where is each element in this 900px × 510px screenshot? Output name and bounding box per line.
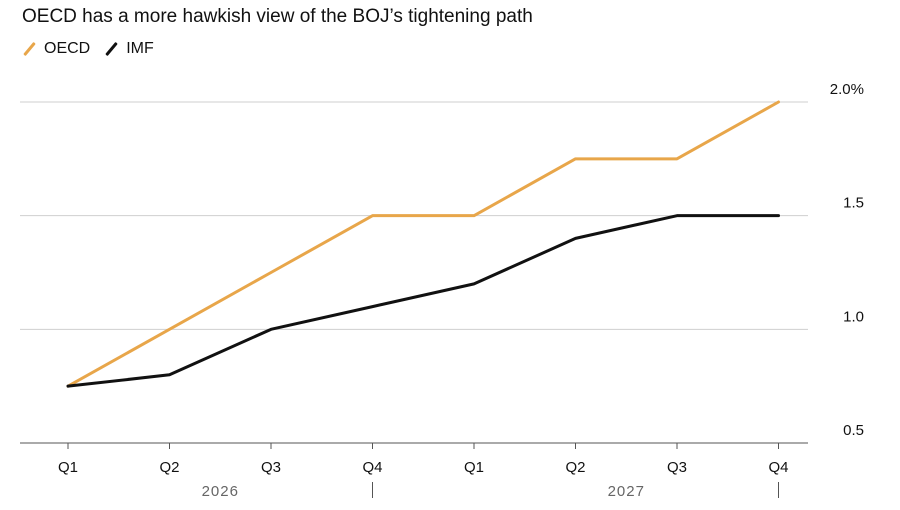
x-tick-label: Q1 [58, 459, 78, 476]
legend-label-imf: IMF [126, 40, 154, 57]
x-tick-label: Q1 [464, 459, 484, 476]
x-tick-label: Q2 [565, 459, 585, 476]
x-tick-label: Q3 [261, 459, 281, 476]
legend-item-imf: IMF [104, 40, 154, 58]
legend: OECD IMF [22, 40, 168, 58]
series-line-oecd [66, 100, 780, 388]
chart-title: OECD has a more hawkish view of the BOJ’… [22, 6, 533, 27]
y-tick-label: 0.5 [843, 422, 864, 439]
y-tick-label: 2.0% [830, 81, 864, 98]
x-tick-label: Q4 [362, 459, 382, 476]
y-tick-label: 1.0 [843, 308, 864, 325]
y-tick-label: 1.5 [843, 195, 864, 212]
x-tick-label: Q3 [667, 459, 687, 476]
x-tick-label: Q2 [159, 459, 179, 476]
series-line-imf [66, 214, 780, 388]
legend-item-oecd: OECD [22, 40, 90, 58]
legend-label-oecd: OECD [44, 40, 91, 57]
x-tick-label: Q4 [768, 459, 788, 476]
year-label: 2026 [202, 483, 239, 500]
year-label: 2027 [608, 483, 645, 500]
